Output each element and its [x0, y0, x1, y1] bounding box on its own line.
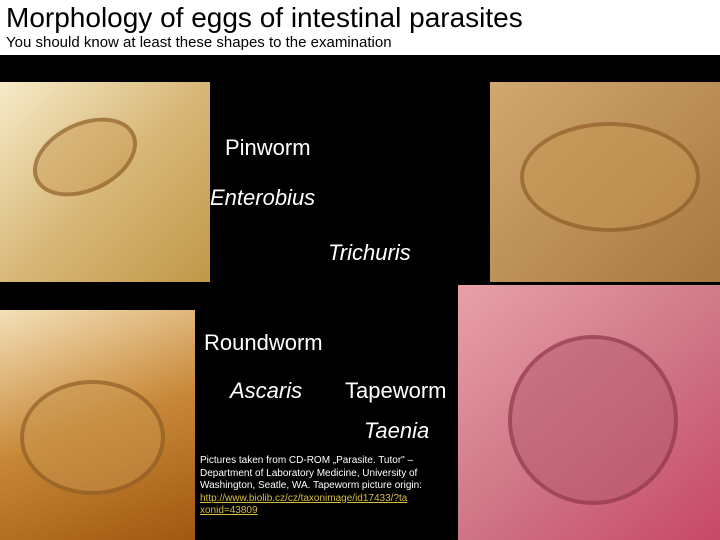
label-roundworm-common: Roundworm [204, 330, 323, 356]
page-subtitle: You should know at least these shapes to… [6, 34, 714, 51]
page-title: Morphology of eggs of intestinal parasit… [6, 2, 714, 34]
label-taenia-latin: Taenia [364, 418, 429, 444]
credits-text: Pictures taken from CD-ROM „Parasite. Tu… [200, 455, 422, 491]
label-trichuris-latin: Trichuris [328, 240, 411, 266]
label-pinworm-latin: Enterobius [210, 185, 315, 211]
label-tapeworm-common: Tapeworm [345, 378, 446, 404]
credits-block: Pictures taken from CD-ROM „Parasite. Tu… [200, 455, 455, 518]
image-trichuris-egg [490, 82, 720, 282]
image-ascaris-egg [0, 310, 195, 540]
title-block: Morphology of eggs of intestinal parasit… [0, 0, 720, 55]
label-ascaris-latin: Ascaris [230, 378, 302, 404]
credits-link[interactable]: http://www.biolib.cz/cz/taxonimage/id174… [200, 493, 407, 517]
image-pinworm-egg [0, 82, 210, 282]
image-taenia-egg [458, 285, 720, 540]
label-pinworm-common: Pinworm [225, 135, 311, 161]
